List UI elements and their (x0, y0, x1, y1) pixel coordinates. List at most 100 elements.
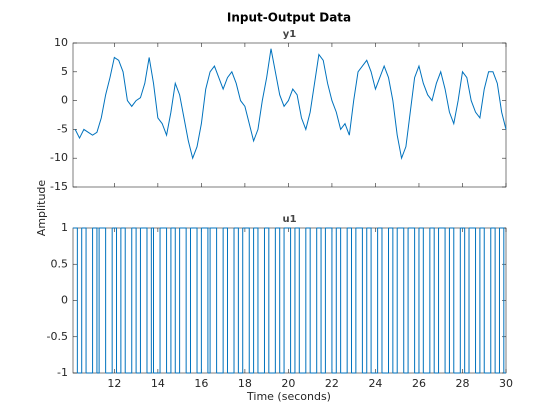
step-segment (96, 228, 100, 374)
step-segment (351, 228, 357, 374)
step-segment (397, 227, 405, 373)
x-tick-label: 16 (194, 377, 208, 390)
y-tick-label: 5 (61, 65, 68, 78)
step-segment (290, 228, 296, 374)
y-tick-label: 0 (61, 294, 68, 307)
step-segment (249, 228, 255, 374)
x-tick-label: 24 (368, 377, 382, 390)
x-tick-label: 22 (325, 377, 339, 390)
step-segment (321, 228, 326, 374)
step-segment (381, 228, 390, 374)
step-segment (284, 227, 292, 373)
step-segment (99, 227, 107, 373)
step-segment (490, 227, 496, 373)
step-segment (166, 228, 172, 374)
step-segment (449, 227, 455, 373)
step-segment (136, 228, 141, 374)
step-segment (310, 228, 318, 374)
step-segment (253, 227, 259, 373)
step-segment (73, 227, 78, 373)
axes-box (72, 227, 507, 374)
step-segment (495, 228, 500, 374)
step-segment (146, 228, 152, 374)
y-tick-label: -10 (50, 151, 68, 164)
step-segment (331, 228, 337, 374)
y-tick-label: -5 (57, 122, 68, 135)
y-tick-label: 0.5 (51, 257, 69, 270)
y-tick-label: -15 (50, 180, 68, 193)
step-segment (112, 227, 118, 373)
step-segment (268, 228, 276, 374)
x-tick-label: 26 (412, 377, 426, 390)
y-tick-label: 0 (61, 94, 68, 107)
step-segment (77, 228, 83, 374)
step-segment (325, 227, 333, 373)
step-segment (464, 228, 470, 374)
step-segment (279, 228, 285, 374)
y-axis-label: Amplitude (35, 180, 48, 237)
step-segment (227, 228, 235, 374)
y-tick-label: 1 (61, 221, 68, 234)
y-tick-label: -1 (57, 366, 68, 379)
step-segment (151, 227, 155, 373)
step-segment (340, 228, 348, 374)
axes-title: y1 (283, 29, 297, 40)
step-segment (242, 227, 250, 373)
x-tick-label: 18 (238, 377, 252, 390)
step-segment (116, 228, 122, 374)
step-segment (120, 227, 126, 373)
step-segment (179, 227, 187, 373)
step-segment (434, 228, 440, 374)
step-segment (238, 228, 244, 374)
step-segment (264, 227, 270, 373)
x-tick-label: 20 (281, 377, 295, 390)
step-segment (423, 228, 431, 374)
step-segment (81, 227, 87, 373)
figure-title: Input-Output Data (227, 11, 351, 25)
step-segment (371, 228, 379, 374)
step-segment (418, 227, 424, 373)
step-segment (429, 227, 435, 373)
step-segment (170, 227, 176, 373)
step-segment (201, 227, 209, 373)
step-segment (234, 227, 239, 373)
step-segment (257, 228, 265, 374)
axes-title: u1 (282, 214, 296, 225)
x-tick-label: 28 (455, 377, 469, 390)
step-segment (445, 228, 450, 374)
step-segment (186, 228, 191, 374)
step-segment (316, 227, 322, 373)
step-segment (125, 228, 133, 374)
step-segment (366, 227, 372, 373)
step-segment (403, 228, 409, 374)
step-segment (305, 227, 311, 373)
step-segment (105, 228, 113, 374)
step-segment (362, 228, 368, 374)
x-tick-label: 14 (151, 377, 165, 390)
step-segment (453, 228, 461, 374)
step-segment (347, 227, 353, 373)
step-segment (140, 227, 148, 373)
step-segment (197, 228, 202, 374)
step-segment (392, 228, 398, 374)
step-segment (479, 227, 485, 373)
y-tick-label: -0.5 (47, 330, 68, 343)
step-segment (207, 228, 211, 374)
step-segment (210, 227, 218, 373)
step-segment (92, 227, 98, 373)
x-tick-label: 12 (107, 377, 121, 390)
step-segment (299, 228, 307, 374)
data-line (74, 48, 507, 161)
step-segment (414, 228, 420, 374)
step-segment (153, 228, 161, 374)
step-segment (275, 227, 281, 373)
step-segment (336, 227, 342, 373)
step-segment (377, 227, 383, 373)
step-segment (190, 227, 198, 373)
y-tick-label: 10 (54, 36, 68, 49)
step-segment (131, 227, 137, 373)
step-segment (175, 228, 181, 374)
step-segment (355, 227, 363, 373)
step-segment (223, 227, 228, 373)
